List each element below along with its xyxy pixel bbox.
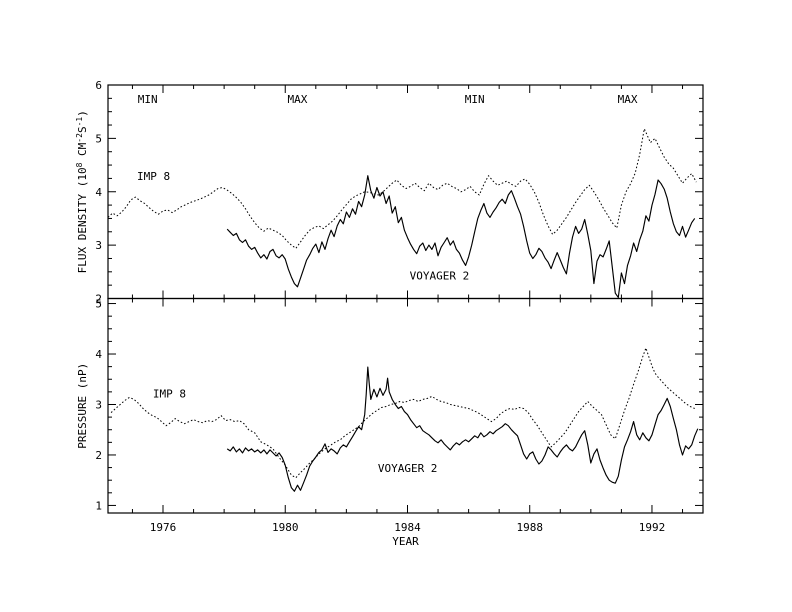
annotation-min: MIN bbox=[465, 93, 485, 106]
y-axis-title-pressure: PRESSURE (nP) bbox=[76, 363, 89, 449]
annotation-imp-8: IMP 8 bbox=[137, 170, 170, 183]
series-pressure-imp-8 bbox=[110, 347, 695, 479]
y-axis-title-flux: FLUX DENSITY (108 CM-2S-1) bbox=[75, 110, 89, 273]
y-tick-label: 3 bbox=[95, 239, 102, 252]
y-tick-label: 1 bbox=[95, 499, 102, 512]
y-tick-label: 5 bbox=[95, 132, 102, 145]
panel-frame-flux bbox=[107, 84, 704, 300]
y-tick-label: 4 bbox=[95, 186, 102, 199]
annotation-imp-8: IMP 8 bbox=[153, 387, 186, 400]
y-tick-label: 6 bbox=[95, 79, 102, 92]
series-flux-voyager-2 bbox=[226, 175, 696, 298]
annotation-min: MIN bbox=[138, 93, 158, 106]
annotation-max: MAX bbox=[618, 93, 638, 106]
x-tick-label: 1976 bbox=[150, 521, 177, 534]
annotation-max: MAX bbox=[288, 93, 308, 106]
annotation-voyager-2: VOYAGER 2 bbox=[410, 269, 470, 282]
x-tick-label: 1980 bbox=[272, 521, 299, 534]
annotation-voyager-2: VOYAGER 2 bbox=[378, 462, 438, 475]
y-tick-label: 4 bbox=[95, 348, 102, 361]
x-tick-label: 1984 bbox=[394, 521, 421, 534]
series-flux-imp-8 bbox=[107, 128, 697, 249]
y-tick-label: 5 bbox=[95, 298, 102, 311]
panel-frame-pressure bbox=[107, 297, 704, 514]
x-tick-label: 1988 bbox=[516, 521, 543, 534]
y-tick-label: 2 bbox=[95, 293, 102, 306]
x-axis-title: YEAR bbox=[392, 535, 419, 548]
x-tick-label: 1992 bbox=[639, 521, 666, 534]
series-pressure-voyager-2 bbox=[226, 366, 699, 492]
y-tick-label: 2 bbox=[95, 449, 102, 462]
y-tick-label: 3 bbox=[95, 398, 102, 411]
